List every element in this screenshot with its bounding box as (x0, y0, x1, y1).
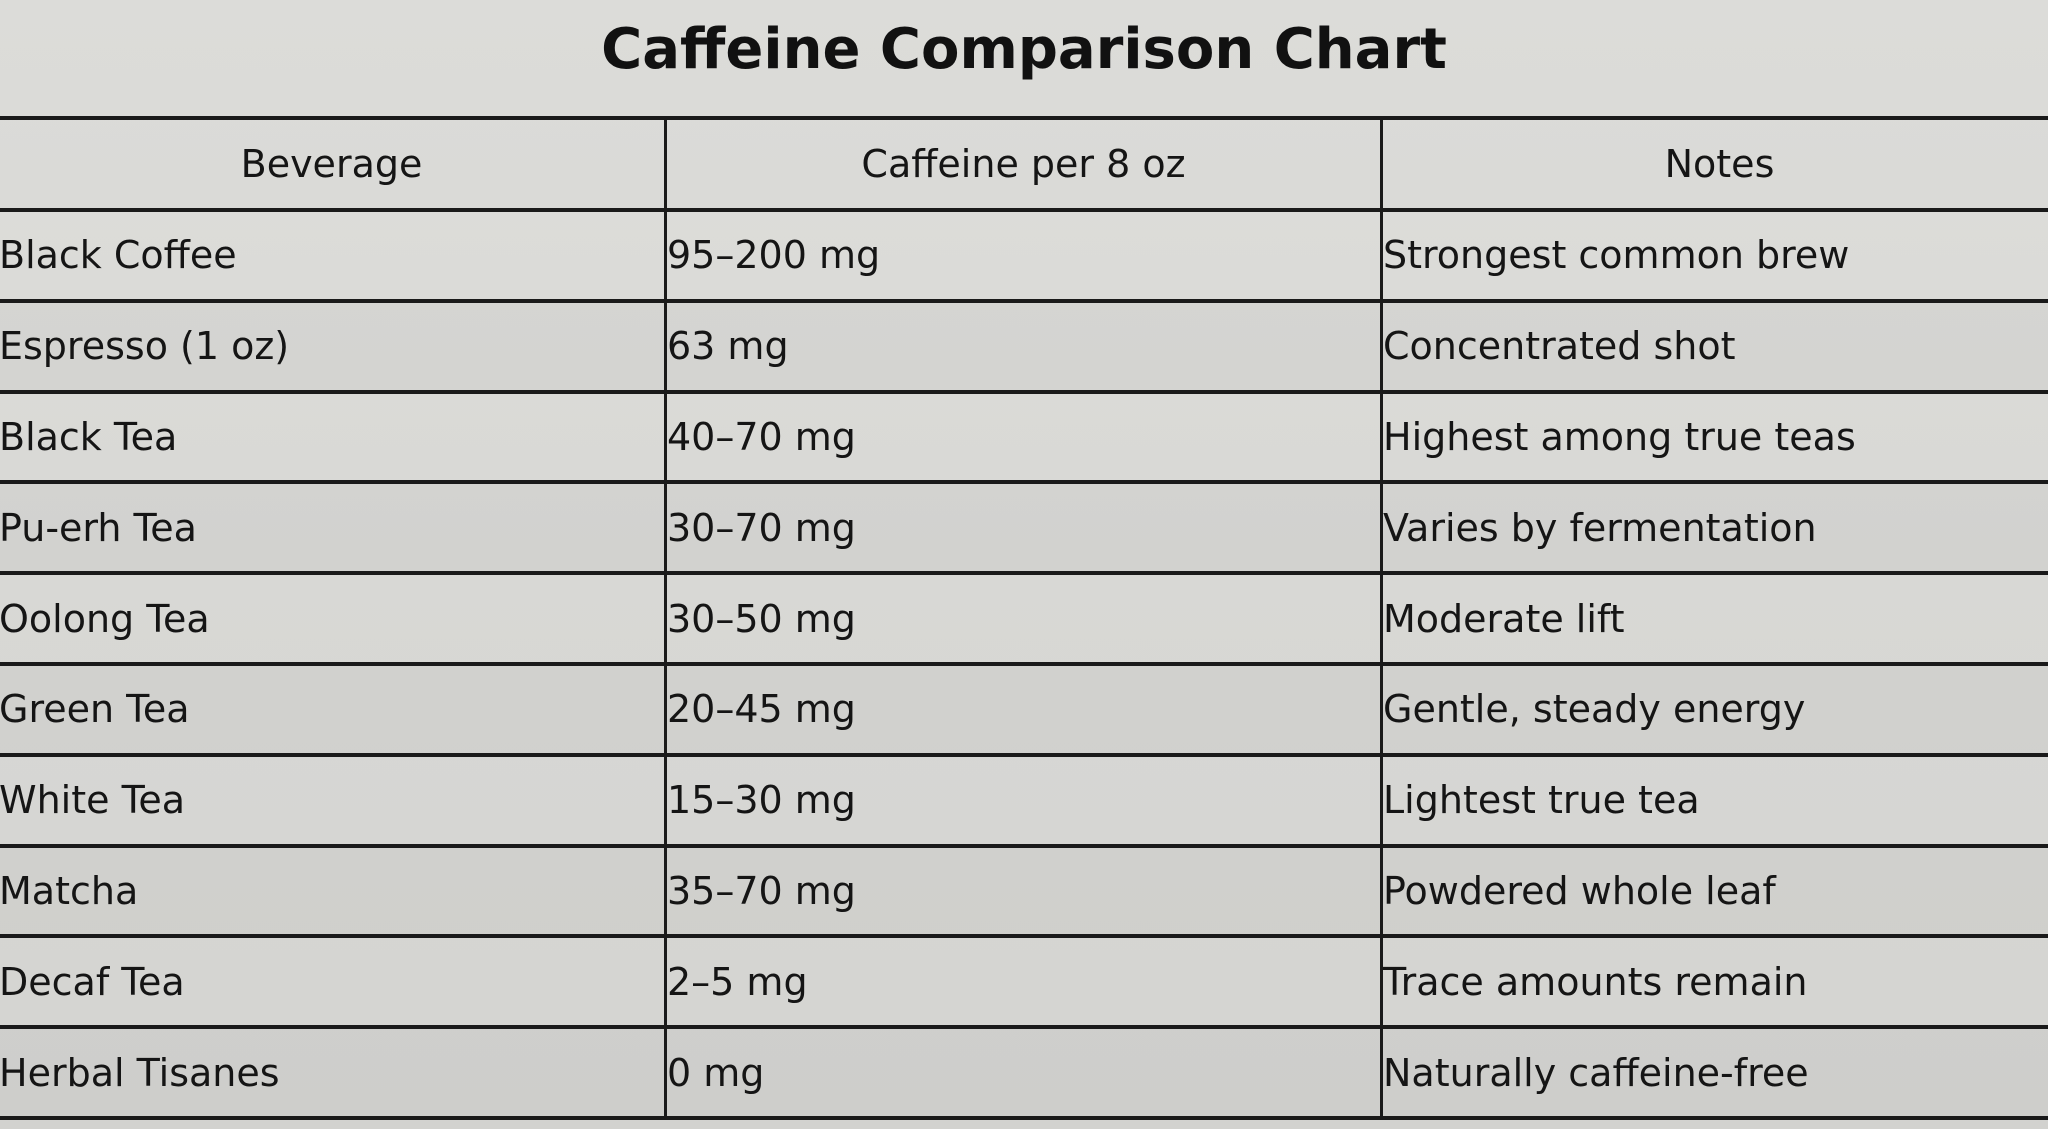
caffeine-cell: 2–5 mg (664, 934, 1383, 1030)
table-row: Black Coffee 95–200 mg Strongest common … (0, 208, 2048, 303)
caffeine-cell: 35–70 mg (664, 843, 1383, 939)
beverage-cell: Black Coffee (0, 208, 667, 303)
header-notes: Notes (1380, 116, 2048, 212)
notes-cell: Concentrated shot (1380, 298, 2048, 394)
table-row: White Tea 15–30 mg Lightest true tea (0, 752, 2048, 848)
beverage-cell: Pu-erh Tea (0, 480, 667, 576)
notes-cell: Trace amounts remain (1380, 934, 2048, 1030)
caffeine-cell: 15–30 mg (664, 752, 1383, 848)
table-row: Green Tea 20–45 mg Gentle, steady energy (0, 661, 2048, 757)
table-row: Decaf Tea 2–5 mg Trace amounts remain (0, 934, 2048, 1030)
table-row: Pu-erh Tea 30–70 mg Varies by fermentati… (0, 480, 2048, 576)
beverage-cell: White Tea (0, 752, 667, 848)
caffeine-cell: 30–70 mg (664, 480, 1383, 576)
caffeine-cell: 0 mg (664, 1025, 1383, 1120)
notes-cell: Lightest true tea (1380, 752, 2048, 848)
beverage-cell: Green Tea (0, 661, 667, 757)
table-row: Herbal Tisanes 0 mg Naturally caffeine-f… (0, 1025, 2048, 1120)
caffeine-cell: 63 mg (664, 298, 1383, 394)
table-row: Oolong Tea 30–50 mg Moderate lift (0, 571, 2048, 666)
beverage-cell: Herbal Tisanes (0, 1025, 667, 1120)
notes-cell: Varies by fermentation (1380, 480, 2048, 576)
header-caffeine: Caffeine per 8 oz (664, 116, 1383, 212)
header-beverage: Beverage (0, 116, 667, 212)
caffeine-cell: 20–45 mg (664, 661, 1383, 757)
notes-cell: Powdered whole leaf (1380, 843, 2048, 939)
beverage-cell: Matcha (0, 843, 667, 939)
beverage-cell: Espresso (1 oz) (0, 298, 667, 394)
notes-cell: Gentle, steady energy (1380, 661, 2048, 757)
beverage-cell: Decaf Tea (0, 934, 667, 1030)
notes-cell: Moderate lift (1380, 571, 2048, 666)
notes-cell: Naturally caffeine-free (1380, 1025, 2048, 1120)
notes-cell: Strongest common brew (1380, 208, 2048, 303)
table-row: Espresso (1 oz) 63 mg Concentrated shot (0, 298, 2048, 394)
caffeine-table: Beverage Caffeine per 8 oz Notes Black C… (0, 116, 2048, 1120)
beverage-cell: Oolong Tea (0, 571, 667, 666)
beverage-cell: Black Tea (0, 389, 667, 485)
chart-title: Caffeine Comparison Chart (601, 17, 1447, 82)
caffeine-cell: 95–200 mg (664, 208, 1383, 303)
notes-cell: Highest among true teas (1380, 389, 2048, 485)
caffeine-cell: 40–70 mg (664, 389, 1383, 485)
caffeine-cell: 30–50 mg (664, 571, 1383, 666)
table-row: Black Tea 40–70 mg Highest among true te… (0, 389, 2048, 485)
table-row: Matcha 35–70 mg Powdered whole leaf (0, 843, 2048, 939)
header-row: Beverage Caffeine per 8 oz Notes (0, 116, 2048, 212)
